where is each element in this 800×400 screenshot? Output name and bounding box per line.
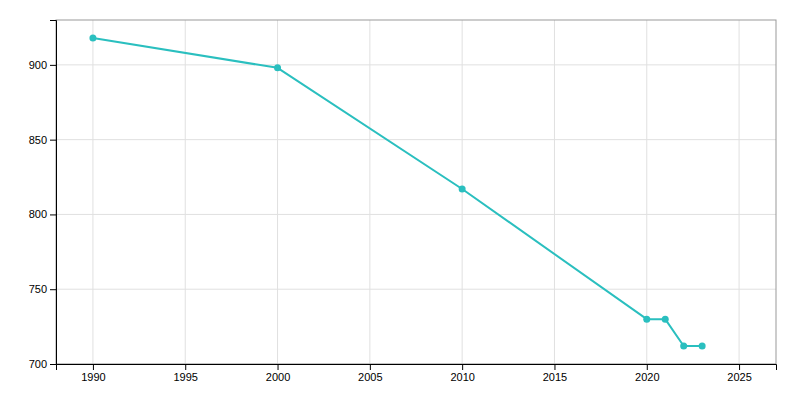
y-tick-label: 750	[29, 283, 47, 295]
x-axis-line	[57, 365, 777, 371]
y-axis: 700 750 800 850 900	[29, 21, 57, 371]
plot-frame	[56, 20, 776, 364]
grid-line-x	[646, 20, 647, 364]
chart-svg: 1990 1995 2000 2005 2010 2015 2020 2025 700 750 80…	[0, 0, 800, 400]
x-tick-mark	[739, 364, 740, 370]
x-tick: 2010	[450, 364, 474, 383]
point	[699, 343, 706, 350]
x-tick-mark	[647, 364, 648, 370]
x-tick: 2000	[266, 364, 290, 383]
x-tick: 1990	[81, 364, 105, 383]
x-tick-mark	[278, 364, 279, 370]
y-tick-label: 900	[29, 59, 47, 71]
x-tick-label: 2005	[358, 371, 382, 383]
y-tick-label: 850	[29, 134, 47, 146]
x-axis: 1990 1995 2000 2005 2010 2015 2020 2025	[57, 364, 777, 383]
y-axis-line	[50, 21, 57, 365]
x-tick: 2025	[727, 364, 751, 383]
grid-line-x	[369, 20, 370, 364]
point	[662, 316, 669, 323]
chart-container: 1990 1995 2000 2005 2010 2015 2020 2025 700 750 80…	[0, 0, 800, 400]
x-tick-label: 2015	[543, 371, 567, 383]
point	[89, 34, 96, 41]
grid-line-y	[56, 139, 776, 140]
x-tick-mark	[185, 364, 186, 370]
point	[643, 316, 650, 323]
grid-line-x	[277, 20, 278, 364]
y-tick: 700	[29, 358, 56, 370]
point	[274, 64, 281, 71]
x-tick: 2020	[635, 364, 659, 383]
y-tick-mark	[50, 65, 56, 66]
x-tick: 2015	[543, 364, 567, 383]
x-tick-label: 2025	[727, 371, 751, 383]
x-tick: 2005	[358, 364, 382, 383]
grid-line-y	[56, 214, 776, 215]
x-tick-mark	[462, 364, 463, 370]
x-tick: 1995	[173, 364, 197, 383]
x-tick-mark	[93, 364, 94, 370]
y-tick-mark	[50, 214, 56, 215]
x-tick-mark	[554, 364, 555, 370]
grid	[56, 20, 776, 364]
x-tick-label: 1995	[173, 371, 197, 383]
y-tick-label: 700	[29, 358, 47, 370]
y-tick-mark	[50, 140, 56, 141]
y-tick: 900	[29, 59, 56, 71]
x-tick-label: 2010	[450, 371, 474, 383]
y-tick: 800	[29, 208, 56, 220]
x-tick-label: 2000	[266, 371, 290, 383]
point	[680, 343, 687, 350]
y-tick-mark	[50, 289, 56, 290]
y-tick: 850	[29, 134, 56, 146]
grid-line-x	[185, 20, 186, 364]
x-tick-mark	[370, 364, 371, 370]
y-tick-mark	[50, 364, 56, 365]
x-tick-label: 1990	[81, 371, 105, 383]
line	[93, 38, 702, 346]
plot: 1990 1995 2000 2005 2010 2015 2020 2025 700 750 80…	[29, 20, 777, 383]
grid-line-x	[739, 20, 740, 364]
y-tick: 750	[29, 283, 56, 295]
grid-line-x	[92, 20, 93, 364]
grid-line-y	[56, 64, 776, 65]
x-tick-label: 2020	[635, 371, 659, 383]
point	[459, 186, 466, 193]
y-tick-label: 800	[29, 208, 47, 220]
grid-line-y	[56, 289, 776, 290]
grid-line-x	[554, 20, 555, 364]
marks	[89, 34, 705, 349]
